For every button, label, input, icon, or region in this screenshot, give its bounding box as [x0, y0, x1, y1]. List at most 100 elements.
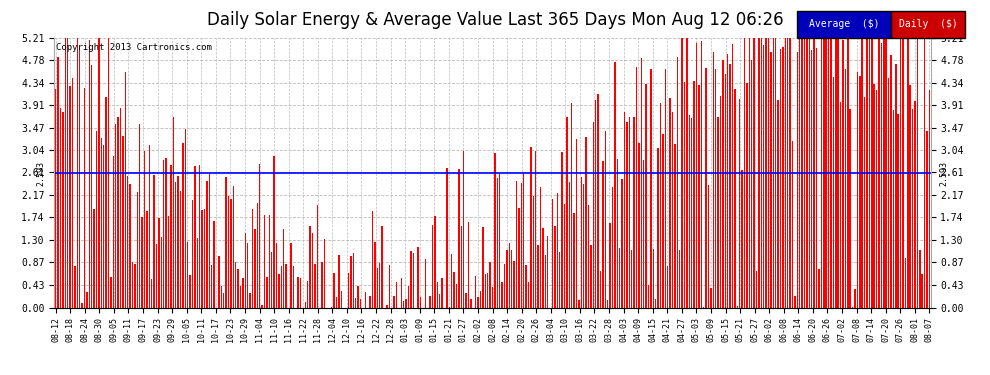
Bar — [439, 294, 441, 307]
Bar — [727, 54, 729, 307]
Bar — [418, 247, 419, 308]
Bar — [816, 48, 818, 308]
Bar — [556, 193, 558, 308]
Bar — [732, 44, 734, 308]
Bar — [261, 305, 262, 308]
Bar — [883, 22, 884, 308]
Bar — [758, 22, 759, 308]
Bar — [247, 243, 248, 308]
Bar — [468, 222, 469, 308]
Bar — [359, 299, 361, 307]
Bar — [672, 112, 673, 308]
Bar — [915, 101, 916, 308]
Bar — [147, 211, 148, 308]
Bar — [856, 72, 858, 308]
Bar — [878, 22, 880, 308]
Bar — [492, 287, 493, 308]
Bar — [847, 30, 848, 308]
Bar — [142, 216, 143, 308]
Bar — [900, 22, 901, 308]
Bar — [364, 292, 366, 308]
Bar — [902, 28, 904, 308]
Bar — [172, 117, 174, 308]
Bar — [81, 303, 83, 307]
Bar — [393, 296, 395, 307]
Bar — [763, 45, 764, 308]
Bar — [693, 81, 695, 308]
Bar — [844, 69, 846, 308]
Bar — [664, 69, 666, 308]
Bar — [797, 53, 798, 308]
Bar — [895, 64, 897, 308]
Bar — [610, 223, 611, 308]
Bar — [650, 69, 651, 308]
Bar — [600, 271, 601, 308]
Bar — [533, 196, 534, 308]
Bar — [233, 186, 234, 308]
Bar — [307, 281, 309, 308]
Bar — [514, 261, 515, 308]
Bar — [657, 148, 659, 308]
Bar — [347, 273, 349, 308]
Bar — [849, 109, 851, 307]
Bar — [544, 255, 546, 308]
Bar — [676, 57, 678, 308]
Bar — [715, 69, 717, 308]
Bar — [91, 64, 92, 308]
Bar — [379, 263, 380, 308]
Bar — [531, 147, 532, 308]
Bar — [148, 145, 150, 308]
Bar — [453, 272, 454, 308]
Bar — [103, 145, 104, 308]
Bar — [775, 22, 776, 308]
Bar — [273, 156, 275, 308]
Bar — [780, 49, 781, 308]
Bar — [833, 77, 835, 308]
Bar — [280, 266, 282, 308]
Bar — [585, 137, 587, 308]
Bar — [645, 84, 646, 308]
Bar — [211, 265, 213, 308]
Bar — [927, 131, 928, 308]
Bar — [283, 229, 284, 308]
Bar — [506, 250, 508, 308]
Bar — [240, 286, 242, 308]
Bar — [772, 22, 774, 308]
Bar — [588, 205, 589, 308]
Bar — [451, 254, 452, 308]
Bar — [458, 169, 459, 308]
Bar — [245, 233, 246, 308]
Bar — [177, 176, 179, 308]
Bar — [746, 82, 747, 308]
Bar — [386, 304, 388, 307]
Bar — [919, 250, 921, 307]
Bar — [455, 284, 457, 308]
Bar — [554, 226, 555, 308]
Bar — [835, 22, 837, 308]
Bar — [631, 250, 633, 307]
Bar — [256, 203, 258, 308]
Bar — [593, 122, 594, 308]
Bar — [571, 103, 572, 308]
Bar — [543, 228, 544, 308]
Bar — [573, 213, 575, 308]
Bar — [929, 90, 931, 308]
Bar — [297, 277, 299, 308]
Bar — [684, 82, 685, 308]
Bar — [910, 86, 911, 308]
Bar — [840, 102, 842, 308]
Bar — [182, 143, 183, 308]
Bar — [305, 302, 306, 307]
Bar — [497, 178, 498, 308]
Bar — [912, 109, 914, 308]
Bar — [435, 216, 436, 308]
Bar — [134, 264, 136, 308]
Bar — [163, 160, 164, 308]
Bar — [158, 218, 159, 308]
Bar — [254, 230, 255, 308]
Bar — [518, 207, 520, 308]
Bar — [782, 47, 784, 308]
Bar — [667, 266, 668, 308]
Bar — [564, 204, 565, 308]
Bar — [108, 22, 109, 308]
